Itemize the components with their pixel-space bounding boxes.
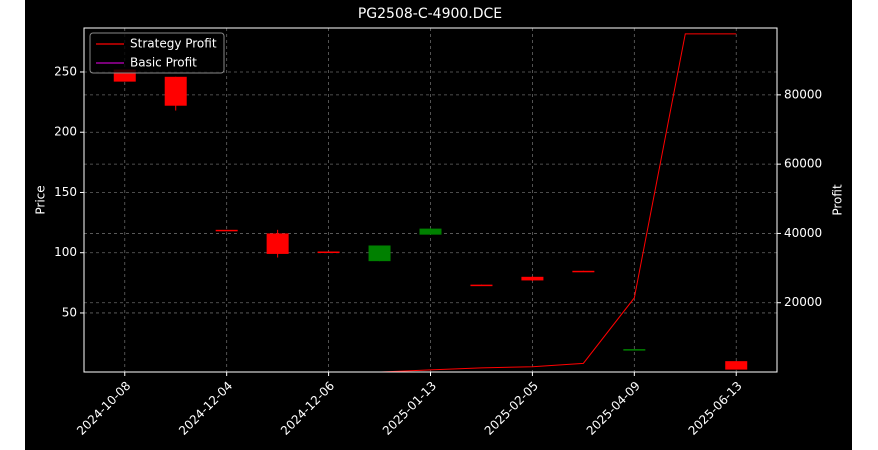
y-tick-label: 100 <box>54 245 77 259</box>
candle-body <box>215 229 238 232</box>
legend-label: Basic Profit <box>130 56 197 70</box>
y-tick-label: 150 <box>54 185 77 199</box>
y-tick-label: 200 <box>54 125 77 139</box>
chart-title: PG2508-C-4900.DCE <box>358 6 502 22</box>
candle-body <box>164 76 187 106</box>
figure-background <box>25 0 852 450</box>
y2-tick-label: 40000 <box>784 226 822 240</box>
y-axis-label: Price <box>34 185 48 214</box>
y2-axis-label: Profit <box>831 184 845 216</box>
candle-body <box>266 233 289 254</box>
candle-body <box>368 245 391 262</box>
legend-label: Strategy Profit <box>130 37 217 51</box>
y2-tick-label: 20000 <box>784 295 822 309</box>
candle-body <box>419 228 442 235</box>
candle-body <box>317 251 340 254</box>
y-tick-label: 50 <box>62 305 77 319</box>
y-tick-label: 250 <box>54 64 77 78</box>
candle-body <box>470 284 493 287</box>
candle-body <box>623 349 646 351</box>
y2-tick-label: 80000 <box>784 87 822 101</box>
y2-tick-label: 60000 <box>784 157 822 171</box>
candle-body <box>725 361 748 370</box>
candle-body <box>572 270 595 273</box>
candle-body <box>521 276 544 281</box>
plot-frame <box>83 27 778 373</box>
